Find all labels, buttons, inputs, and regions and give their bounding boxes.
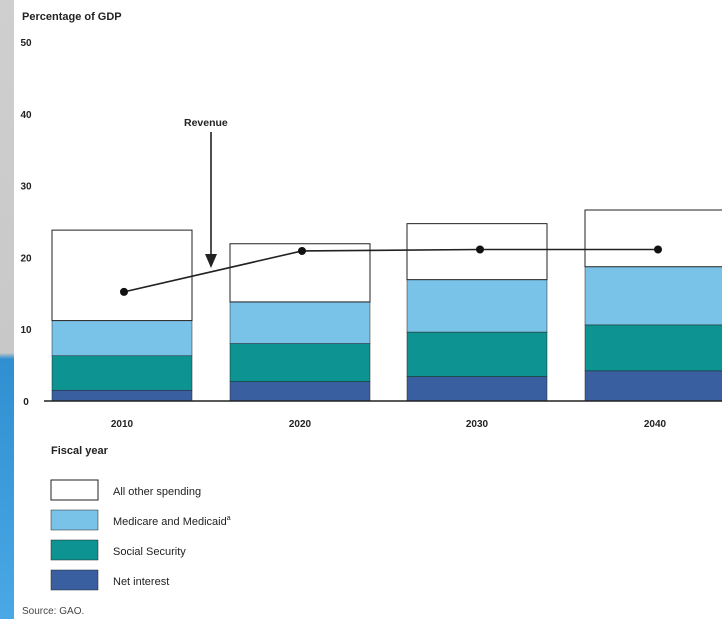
bar-2020-medicare-and-medicaid <box>229 301 371 344</box>
y-tick-label-50: 50 <box>20 38 32 49</box>
bars <box>51 209 722 402</box>
legend-item-all-other: All other spending <box>50 479 201 501</box>
x-tick-label-2020: 2020 <box>289 419 312 430</box>
bar-2040-social-security <box>584 324 722 372</box>
bar-2010-social-security <box>51 355 193 391</box>
source-note: Source: GAO. <box>22 606 84 617</box>
bar-2040-all-other-spending <box>584 209 722 268</box>
revenue-annotation-arrowhead <box>205 254 217 268</box>
revenue-annotation-label: Revenue <box>184 117 228 129</box>
legend-item-net-interest: Net interest <box>50 569 169 591</box>
legend-swatch-net-interest <box>50 569 99 591</box>
bar-2030-medicare-and-medicaid <box>406 279 548 333</box>
legend-swatch-all-other <box>50 479 99 501</box>
x-ticks: 2010 2020 2030 2040 <box>111 419 667 430</box>
legend-label-social-security: Social Security <box>113 546 186 558</box>
bar-2020-net-interest <box>229 381 371 402</box>
x-tick-label-2030: 2030 <box>466 419 489 430</box>
revenue-point-2040 <box>654 245 662 254</box>
bar-2040-medicare-and-medicaid <box>584 266 722 326</box>
revenue-line <box>123 248 658 293</box>
y-ticks: 0 10 20 30 40 50 <box>20 38 32 408</box>
left-edge-strip <box>0 0 14 619</box>
x-tick-label-2010: 2010 <box>111 419 134 430</box>
legend-label-medicare-text: Medicare and Medicaid <box>113 516 227 528</box>
revenue-point-2030 <box>476 245 484 254</box>
y-tick-label-20: 20 <box>20 253 32 264</box>
y-tick-label-10: 10 <box>20 325 32 336</box>
bar-2010-net-interest <box>51 389 193 402</box>
legend-item-medicare: Medicare and Medicaida <box>50 509 231 531</box>
bar-2010-medicare-and-medicaid <box>51 320 193 357</box>
legend: All other spending Medicare and Medicaid… <box>50 479 231 591</box>
x-axis-label: Fiscal year <box>51 445 109 457</box>
y-tick-label-30: 30 <box>20 182 32 193</box>
legend-swatch-social-security <box>50 539 99 561</box>
x-tick-label-2040: 2040 <box>644 419 667 430</box>
y-axis-label: Percentage of GDP <box>22 11 122 23</box>
legend-swatch-medicare <box>50 509 99 531</box>
legend-label-all-other: All other spending <box>113 486 201 498</box>
legend-label-medicare-superscript: a <box>227 515 231 522</box>
legend-item-social-security: Social Security <box>50 539 186 561</box>
chart-panel: Percentage of GDP 0 10 20 30 40 50 2010 2020 20… <box>14 0 722 619</box>
legend-label-medicare: Medicare and Medicaida <box>113 515 231 528</box>
bar-2010-all-other-spending <box>51 229 193 322</box>
bar-2030-net-interest <box>406 376 548 402</box>
y-tick-label-40: 40 <box>20 110 32 121</box>
legend-label-net-interest: Net interest <box>113 576 169 588</box>
bar-2030-social-security <box>406 331 548 377</box>
revenue-point-2010 <box>120 287 128 296</box>
y-tick-label-0: 0 <box>23 397 29 408</box>
bar-2020-social-security <box>229 343 371 382</box>
bar-2040-net-interest <box>584 370 722 402</box>
revenue-line-group <box>120 245 662 296</box>
revenue-point-2020 <box>298 246 306 255</box>
